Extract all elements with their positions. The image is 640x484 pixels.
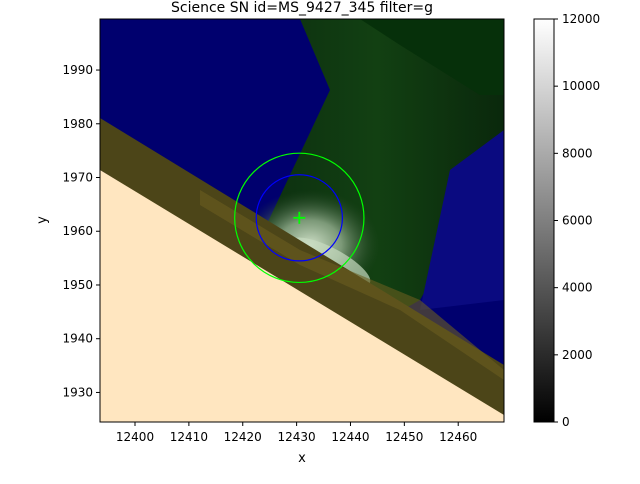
colorbar-axis: 0 2000 4000 6000 8000 10000 12000 [554,12,600,429]
colorbar-tick-label: 2000 [562,348,593,362]
y-tick-label: 1980 [62,117,93,131]
x-tick-label: 12440 [331,430,369,444]
y-tick-label: 1970 [62,171,93,185]
colorbar-tick-label: 6000 [562,214,593,228]
x-tick-label: 12460 [439,430,477,444]
colorbar-tick-label: 12000 [562,12,600,26]
y-tick-label: 1990 [62,63,93,77]
colorbar-tick-label: 10000 [562,79,600,93]
colorbar-tick-label: 8000 [562,146,593,160]
y-axis: 1930 1940 1950 1960 1970 1980 1990 [62,63,100,399]
y-tick-label: 1950 [62,278,93,292]
x-axis-label: x [298,451,306,466]
y-tick-label: 1960 [62,224,93,238]
right-blue-wedge [420,130,504,310]
y-axis-label: y [35,216,50,224]
x-tick-label: 12420 [224,430,262,444]
y-tick-label: 1930 [62,385,93,399]
yellow-band-highlight [200,190,504,380]
upper-right-green [360,19,504,95]
center-cross-marker [293,211,306,224]
image-panel [100,19,504,422]
x-tick-label: 12410 [170,430,208,444]
x-axis: 12400 12410 12420 12430 12440 12450 12460 [116,422,477,444]
colorbar-tick-label: 0 [562,415,570,429]
x-tick-label: 12430 [278,430,316,444]
aperture-circle [234,152,365,284]
aperture-circle [255,174,344,262]
colorbar-tick-label: 4000 [562,281,593,295]
x-tick-label: 12400 [116,430,154,444]
x-tick-label: 12450 [385,430,423,444]
y-tick-label: 1940 [62,332,93,346]
saturated-band [100,170,504,422]
colorbar [533,18,555,423]
plot-frame [99,18,505,423]
chart-title: Science SN id=MS_9427_345 filter=g [171,0,433,16]
markers [234,152,365,284]
